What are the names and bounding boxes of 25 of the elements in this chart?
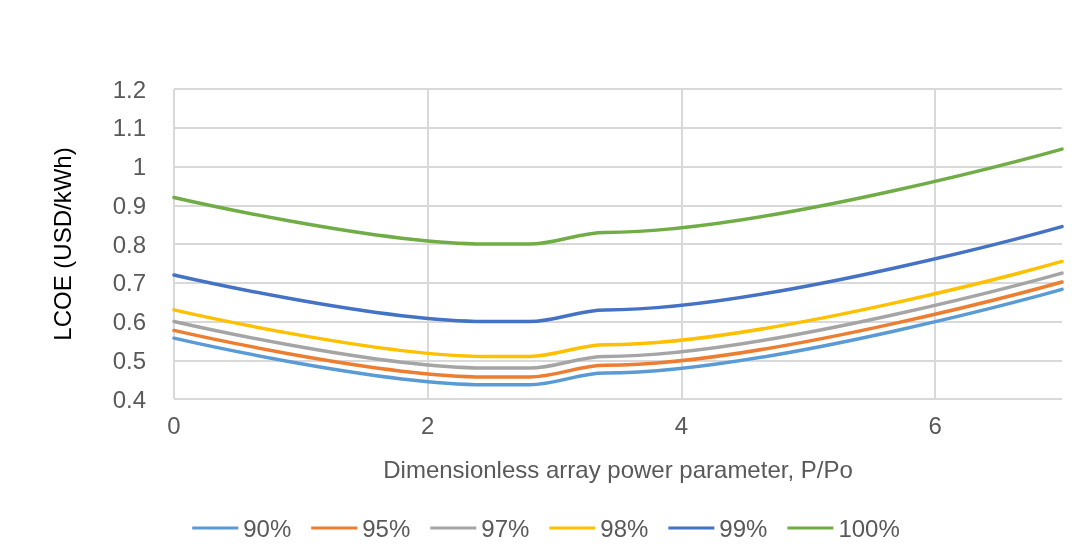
x-tick-label: 4 [674,411,689,439]
y-tick-label: 0.9 [112,191,146,219]
y-tick-label: 0.6 [112,308,146,335]
legend-label: 90% [243,514,292,542]
legend-label: 100% [838,514,900,542]
x-axis-title: Dimensionless array power parameter, P/Po [383,455,853,483]
line-series [172,271,1064,370]
legend-label: 95% [362,514,411,542]
line-series [172,147,1064,246]
y-tick-label: 0.5 [112,346,146,374]
y-tick-label: 0.8 [112,230,146,258]
y-tick-label: 1.2 [112,75,146,103]
x-tick-label: 2 [421,411,435,439]
y-tick-label: 1.1 [112,114,146,142]
y-tick-label: 1 [132,153,146,180]
y-axis-title: LCOE (USD/kWh) [48,147,76,341]
y-tick-label: 0.7 [112,269,146,297]
x-tick-label: 6 [928,411,942,439]
line-series [172,224,1064,324]
legend-label: 98% [600,514,649,542]
x-tick-label: 0 [167,411,181,439]
y-tick-label: 0.4 [112,385,146,413]
line-series [172,259,1064,359]
legend-label: 99% [719,514,768,542]
legend-label: 97% [481,514,530,542]
